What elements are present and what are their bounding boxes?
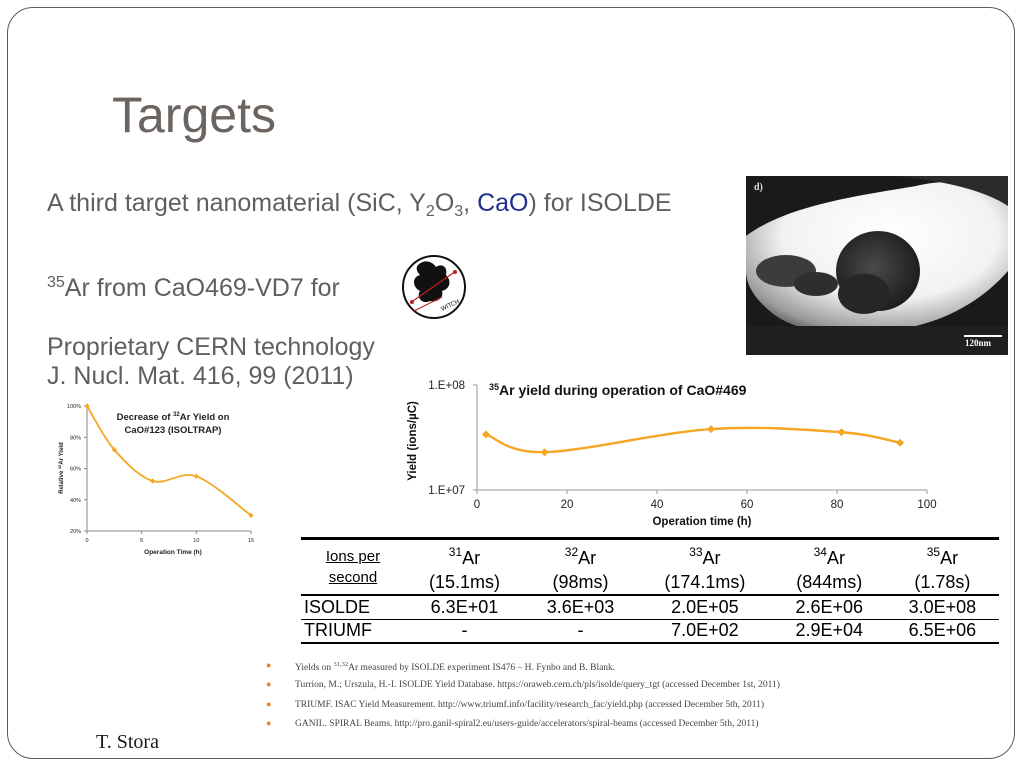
mini-chart-ylabel: Relative 32Ar Yield	[57, 442, 65, 494]
ar35-yield-chart: 35Ar yield during operation of CaO#469 Y…	[407, 380, 937, 528]
mini-chart-title: Decrease of 32Ar Yield on	[117, 412, 230, 423]
main-x-tick-label: 0	[474, 499, 480, 511]
mini-x-tick-label: 0	[85, 538, 88, 544]
main-x-tick-label: 60	[741, 499, 754, 511]
yield-table: Ions per second 31Ar (15.1ms) 32Ar (98ms) 3…	[301, 537, 999, 644]
mini-y-tick-label: 60%	[70, 467, 81, 473]
yield-cell: 3.6E+03	[546, 596, 615, 617]
isotope-header: 31Ar (15.1ms)	[428, 545, 500, 592]
main-series-line	[485, 426, 901, 454]
yield-cell: 7.0E+02	[671, 620, 739, 641]
slide-frame	[7, 7, 1015, 759]
main-chart-xlabel: Operation time (h)	[652, 516, 751, 528]
main-data-point	[540, 448, 549, 457]
bullet-icon: ●	[266, 698, 272, 709]
main-y-tick-label: 1.E+07	[428, 485, 465, 497]
mini-y-tick-label: 100%	[67, 404, 81, 410]
main-y-tick-label: 1.E+08	[428, 380, 465, 392]
ions-per-second-header: Ions per second	[325, 548, 381, 586]
yield-cell: -	[461, 620, 468, 641]
ar35-line: 35Ar from CaO469-VD7 for	[47, 274, 340, 302]
main-data-point	[837, 428, 846, 437]
isotope-header: 35Ar (1.78s)	[914, 545, 971, 592]
mini-chart-title-line2: CaO#123 (ISOLTRAP)	[125, 425, 222, 436]
isotope-header: 34Ar (844ms)	[796, 545, 863, 592]
micrograph-image: d) 120nm	[746, 176, 1008, 355]
slide-title: Targets	[112, 87, 276, 143]
table-header-row: Ions per second 31Ar (15.1ms) 32Ar (98ms) 3…	[301, 538, 999, 595]
mini-data-point	[248, 512, 254, 518]
main-data-point	[896, 438, 904, 447]
mini-y-tick-label: 80%	[70, 435, 81, 441]
cao-highlight: CaO	[477, 189, 529, 217]
facility-cell: ISOLDE	[304, 596, 371, 617]
mini-data-point	[150, 478, 156, 484]
technology-line: Proprietary CERN technology	[47, 333, 375, 361]
facility-cell: TRIUMF	[304, 620, 372, 641]
logo-text: WITCH	[440, 298, 461, 313]
mini-data-point	[111, 447, 117, 453]
technology-lines: Proprietary CERN technology J. Nucl. Mat…	[47, 333, 375, 391]
yield-cell: 6.3E+01	[430, 596, 499, 617]
panel-label: d)	[754, 182, 763, 193]
table-row: ISOLDE 6.3E+01 3.6E+03 2.0E+05 2.6E+06 3…	[301, 595, 999, 619]
mini-data-point	[193, 473, 199, 479]
mini-y-tick-label: 20%	[70, 529, 81, 535]
nanomaterial-line: A third target nanomaterial (SiC, Y2O3, …	[47, 189, 672, 220]
reference-item: ● Yields on 31,32Ar measured by ISOLDE e…	[266, 660, 616, 673]
references-list: ● Yields on 31,32Ar measured by ISOLDE e…	[266, 660, 986, 738]
yield-cell: 2.0E+05	[671, 596, 739, 617]
reference-item: ● GANIL. SPIRAL Beams. http://pro.ganil-…	[266, 718, 759, 730]
reference-line: J. Nucl. Mat. 416, 99 (2011)	[47, 362, 354, 390]
yield-cell: 2.6E+06	[795, 596, 864, 617]
mini-x-tick-label: 5	[140, 538, 143, 544]
isotope-header: 32Ar (98ms)	[552, 545, 609, 592]
main-data-point	[482, 430, 490, 439]
witch-logo: WITCH	[402, 255, 466, 319]
mini-data-point	[84, 403, 90, 409]
mini-chart-xlabel: Operation Time (h)	[144, 549, 202, 556]
mini-y-tick-label: 40%	[70, 498, 81, 504]
bullet-icon: ●	[266, 718, 272, 729]
main-chart-title: 35Ar yield during operation of CaO#469	[489, 382, 747, 398]
main-x-tick-label: 40	[651, 499, 664, 511]
yield-cell: -	[577, 620, 584, 641]
yield-cell: 2.9E+04	[795, 620, 864, 641]
main-x-tick-label: 20	[561, 499, 574, 511]
reference-item: ● TRIUMF. ISAC Yield Measurement. http:/…	[266, 698, 765, 710]
mini-x-tick-label: 15	[248, 538, 254, 544]
scale-bar-label: 120nm	[965, 338, 992, 348]
main-chart-ylabel: Yield (ions/µC)	[407, 401, 419, 481]
reference-item: ● Turrion, M.; Urszula, H.-I. ISOLDE Yie…	[266, 679, 780, 691]
main-data-point	[707, 425, 715, 434]
yield-cell: 6.5E+06	[908, 620, 977, 641]
bullet-icon: ●	[266, 679, 272, 690]
mini-x-tick-label: 10	[193, 538, 199, 544]
author-name: T. Stora	[96, 731, 159, 753]
bullet-icon: ●	[266, 660, 272, 670]
main-x-tick-label: 100	[917, 499, 936, 511]
table-row: TRIUMF - - 7.0E+02 2.9E+04 6.5E+06	[301, 619, 999, 643]
main-x-tick-label: 80	[831, 499, 844, 511]
yield-cell: 3.0E+08	[908, 596, 977, 617]
decrease-yield-chart: Decrease of 32Ar Yield on CaO#123 (ISOLT…	[57, 403, 254, 556]
isotope-header: 33Ar (174.1ms)	[664, 545, 746, 592]
